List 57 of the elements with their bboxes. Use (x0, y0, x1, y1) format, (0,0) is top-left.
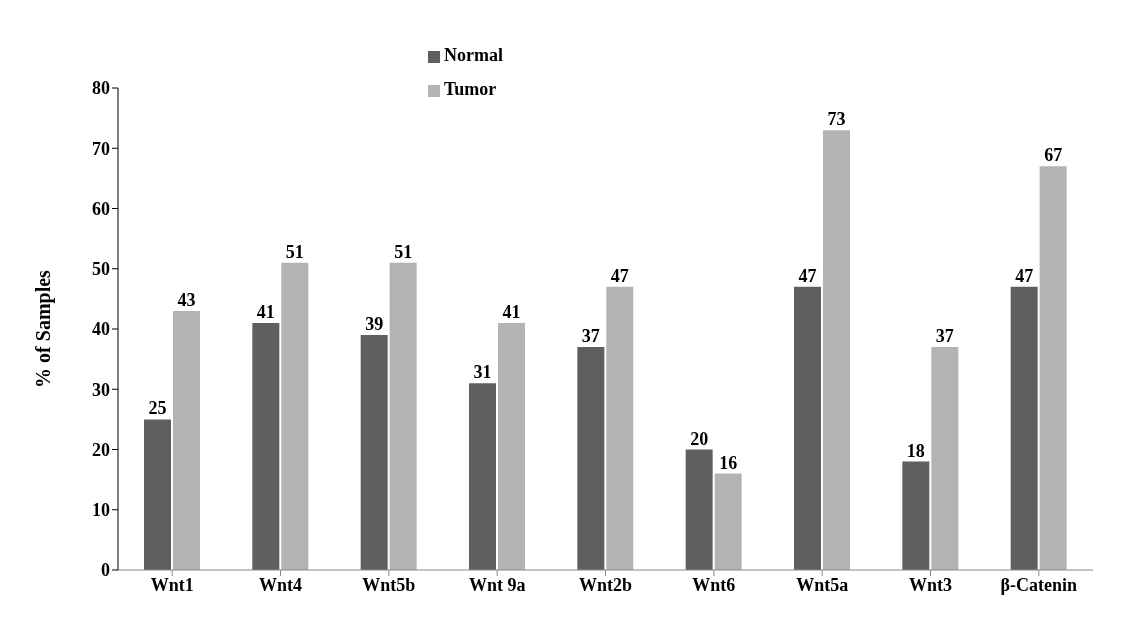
bar (1039, 166, 1067, 570)
bar (360, 335, 388, 570)
y-axis-title: % of Samples (32, 269, 56, 388)
bar (685, 449, 713, 570)
data-label: 47 (798, 265, 817, 286)
y-tick-label: 70 (92, 138, 110, 159)
data-label: 37 (935, 326, 954, 347)
bar (577, 347, 605, 570)
data-label: 25 (148, 398, 167, 419)
bar (902, 461, 930, 570)
y-tick-label: 80 (92, 78, 110, 99)
bar (794, 286, 821, 570)
data-label: 67 (1044, 145, 1063, 166)
bar (1010, 286, 1038, 570)
bar (389, 262, 417, 570)
bar (252, 322, 280, 570)
x-tick-label: Wnt1 (150, 574, 194, 595)
data-label: 31 (473, 362, 492, 383)
x-tick-label: Wnt6 (692, 574, 736, 595)
x-tick-label: Wnt 9a (468, 574, 526, 595)
data-label: 41 (502, 301, 521, 322)
y-tick-label: 40 (92, 319, 110, 340)
bar (606, 286, 634, 570)
data-label: 39 (365, 314, 384, 335)
data-label: 47 (1015, 265, 1034, 286)
data-label: 20 (690, 428, 709, 449)
bar (469, 383, 496, 570)
y-tick-label: 60 (92, 198, 110, 219)
legend-label: Tumor (444, 79, 497, 99)
y-tick-label: 50 (92, 259, 110, 280)
x-tick-label: Wnt3 (908, 574, 953, 595)
bar (714, 473, 742, 570)
bar (823, 130, 850, 570)
x-tick-label: Wnt5a (796, 574, 849, 595)
y-tick-label: 30 (92, 379, 110, 400)
y-tick-label: 0 (101, 560, 110, 581)
data-label: 16 (719, 452, 738, 473)
y-tick-label: 10 (92, 500, 110, 521)
data-label: 18 (906, 440, 925, 461)
bar (281, 262, 309, 570)
data-label: 51 (285, 241, 304, 262)
data-label: 41 (256, 301, 275, 322)
x-tick-label: Wnt5b (362, 574, 416, 595)
x-tick-label: Wnt4 (258, 574, 303, 595)
bar (498, 322, 525, 570)
legend-label: Normal (444, 45, 503, 65)
data-label: 37 (581, 326, 600, 347)
data-label: 47 (610, 265, 629, 286)
data-label: 73 (827, 109, 846, 130)
bar (144, 419, 171, 570)
data-label: 51 (394, 241, 413, 262)
x-tick-label: Wnt2b (578, 574, 633, 595)
bar (173, 310, 200, 570)
data-label: 43 (177, 289, 196, 310)
bar (931, 347, 959, 570)
y-tick-label: 20 (92, 439, 110, 460)
x-tick-label: β-Catenin (1000, 574, 1078, 595)
